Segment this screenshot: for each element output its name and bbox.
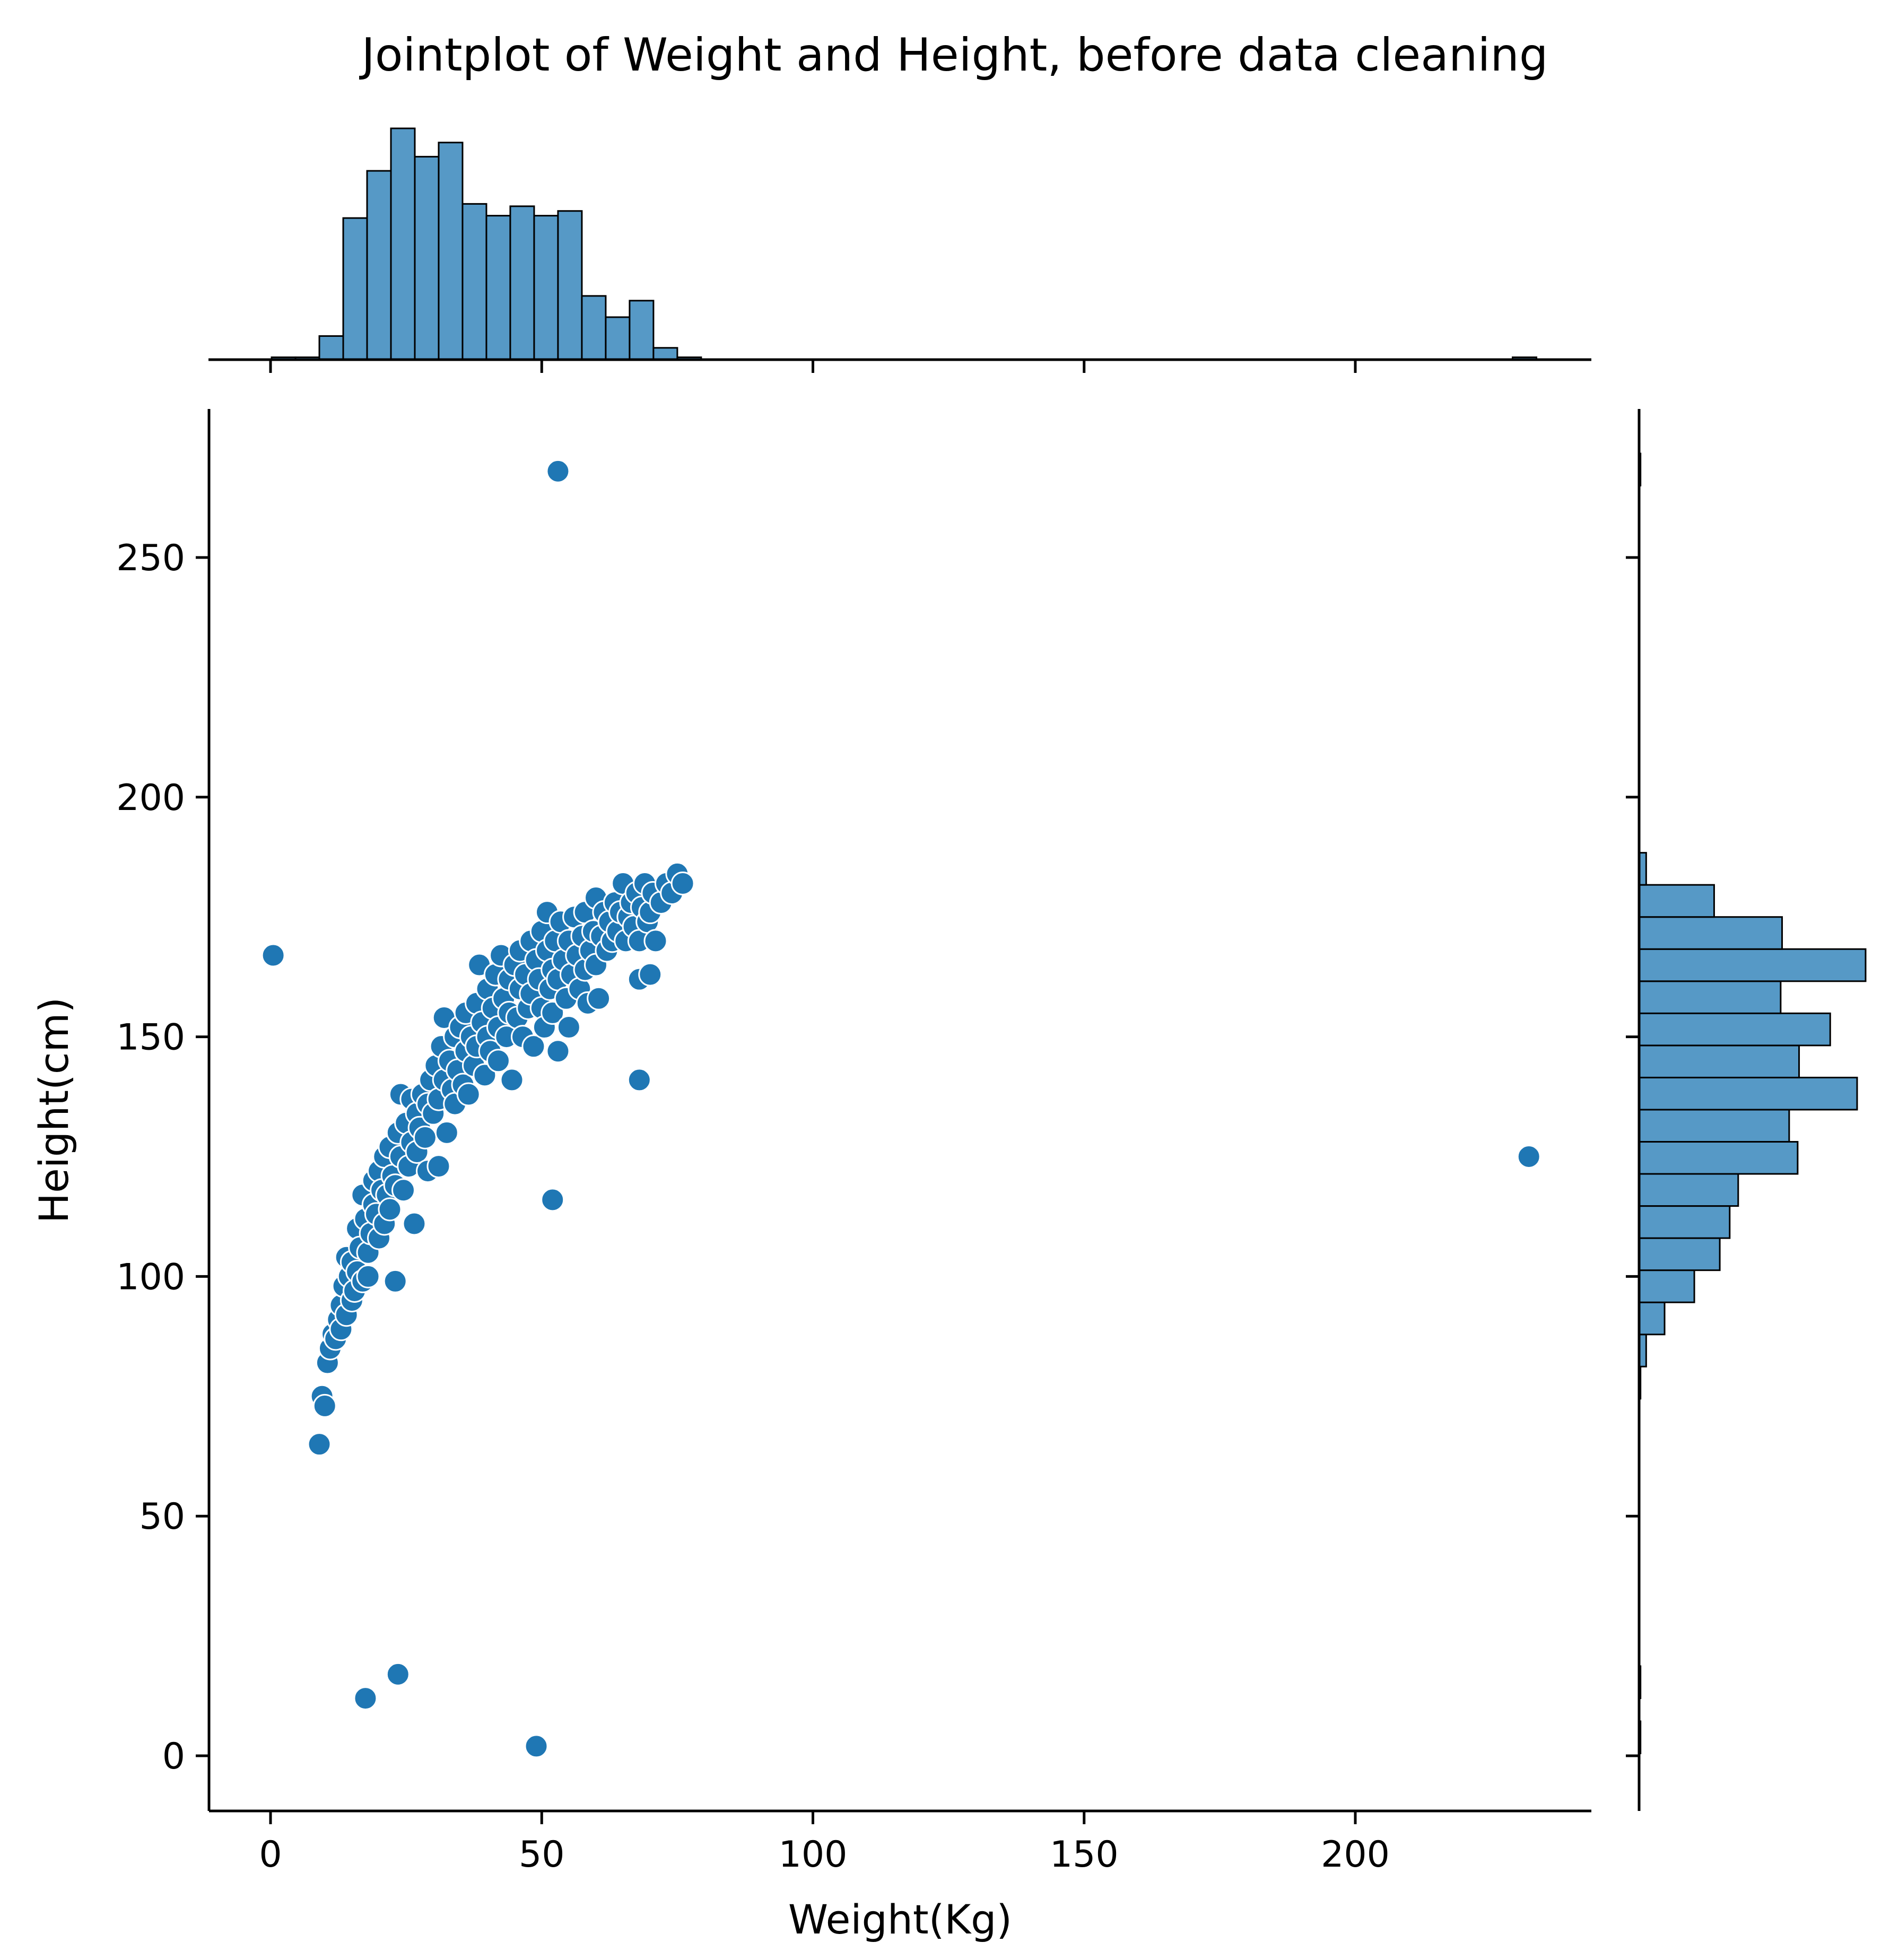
y-axis-ticks: 0 50 100 150 200 250 <box>116 537 209 1778</box>
y-hist-bar <box>1638 1205 1731 1239</box>
x-hist-bar <box>438 142 464 361</box>
scatter-point <box>546 459 570 483</box>
y-tick-label: 0 <box>162 1736 185 1778</box>
scatter-points <box>261 459 1541 1758</box>
scatter-point <box>456 1082 481 1107</box>
scatter-point <box>546 1039 570 1064</box>
y-hist-bar <box>1638 1140 1799 1175</box>
scatter-point <box>670 871 695 895</box>
scatter-point <box>500 1068 524 1092</box>
y-tick-label: 250 <box>116 537 185 579</box>
scatter-point <box>556 1015 581 1040</box>
x-hist-bar <box>318 335 344 361</box>
y-hist-bar <box>1638 1237 1721 1271</box>
scatter-point <box>413 1125 437 1149</box>
y-hist-bar <box>1638 1301 1666 1336</box>
x-hist-bar <box>366 170 392 361</box>
scatter-point <box>426 1154 451 1179</box>
y-hist-bar <box>1638 1076 1858 1111</box>
x-tick-label: 150 <box>1050 1834 1119 1876</box>
y-hist-bar <box>1638 1044 1800 1078</box>
x-hist-bar <box>414 155 440 361</box>
scatter-point <box>312 1393 337 1418</box>
y-hist-bar <box>1638 1173 1739 1207</box>
scatter-point <box>402 1212 426 1236</box>
x-tick-label: 50 <box>519 1834 565 1876</box>
x-tick-label: 100 <box>779 1834 848 1876</box>
x-marginal-ticks <box>269 360 1357 373</box>
scatter-point <box>378 1197 402 1222</box>
x-hist-bar <box>342 217 368 361</box>
x-hist-bar <box>485 215 511 361</box>
x-hist-bar <box>629 300 655 361</box>
scatter-point <box>383 1269 407 1293</box>
scatter-point <box>261 943 285 968</box>
scatter-point <box>587 986 611 1011</box>
scatter-point <box>307 1432 332 1457</box>
scatter-point <box>386 1662 410 1686</box>
scatter-point <box>391 1178 416 1203</box>
x-tick-label: 200 <box>1321 1834 1390 1876</box>
y-hist-bar <box>1638 980 1782 1014</box>
scatter-point <box>486 1049 510 1073</box>
y-hist-bar <box>1638 1109 1790 1143</box>
x-hist-bar <box>581 295 607 361</box>
scatter-point <box>643 929 668 953</box>
y-hist-bar <box>1638 1012 1831 1047</box>
y-tick-label: 50 <box>139 1496 185 1538</box>
x-hist-bar <box>461 203 487 361</box>
x-hist-bar <box>390 127 416 361</box>
y-axis-label: Height(cm) <box>30 997 77 1223</box>
x-hist-bar <box>509 205 535 361</box>
x-hist-bar <box>557 210 583 361</box>
scatter-point <box>524 1734 548 1758</box>
scatter-point <box>521 1034 546 1059</box>
y-hist-bar <box>1638 948 1867 982</box>
x-tick-label: 0 <box>259 1834 282 1876</box>
y-hist-bar <box>1638 884 1715 918</box>
chart-title: Jointplot of Weight and Height, before d… <box>359 29 1548 82</box>
x-hist-bar <box>533 215 559 361</box>
y-tick-label: 100 <box>116 1256 185 1298</box>
y-marginal-histogram <box>1638 452 1867 1754</box>
scatter-point <box>541 1188 565 1212</box>
y-hist-bar <box>1638 1269 1695 1303</box>
x-hist-bar <box>652 347 678 361</box>
y-marginal-ticks <box>1626 556 1639 1757</box>
x-axis-ticks: 0 50 100 150 200 <box>259 1811 1390 1876</box>
y-tick-label: 150 <box>116 1017 185 1059</box>
y-hist-bar <box>1638 916 1783 950</box>
scatter-point <box>356 1264 380 1288</box>
x-marginal-histogram <box>271 127 1538 361</box>
scatter-point <box>1517 1145 1541 1169</box>
x-hist-bar <box>605 316 631 361</box>
scatter-point <box>434 1120 459 1145</box>
x-axis-label: Weight(Kg) <box>788 1896 1012 1943</box>
scatter-point <box>638 962 663 987</box>
scatter-point <box>627 1068 651 1092</box>
y-tick-label: 200 <box>116 777 185 819</box>
scatter-point <box>353 1686 378 1711</box>
